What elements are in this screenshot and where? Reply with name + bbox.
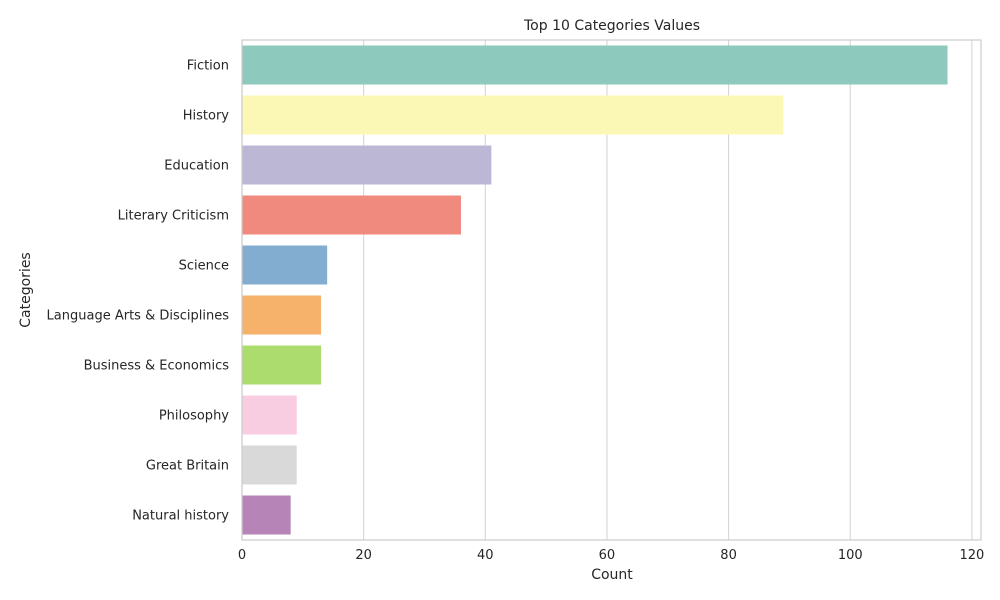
- y-tick-label: Education: [164, 159, 229, 174]
- plot-frame: [241, 39, 982, 541]
- x-tick-label: 80: [720, 548, 737, 563]
- y-tick-label: Literary Criticism: [118, 209, 229, 224]
- x-tick-label: 40: [477, 548, 494, 563]
- bar: [242, 495, 291, 535]
- bar: [242, 95, 784, 135]
- y-tick-labels: Fiction History Education Literary Criticis…: [47, 59, 230, 524]
- y-tick-label: Science: [179, 259, 229, 274]
- x-tick-label: 0: [238, 548, 246, 563]
- x-axis-title: Count: [591, 567, 633, 583]
- chart-title: Top 10 Categories Values: [523, 18, 700, 34]
- bar: [242, 295, 322, 335]
- x-tick-label: 60: [599, 548, 616, 563]
- y-tick-label: Language Arts & Disciplines: [47, 309, 230, 324]
- bar: [242, 245, 328, 285]
- y-tick-label: Philosophy: [159, 409, 229, 424]
- bar: [242, 145, 492, 185]
- bar: [242, 45, 948, 85]
- y-tick-label: History: [183, 109, 230, 124]
- y-tick-label: Fiction: [187, 59, 229, 74]
- bar: [242, 395, 297, 435]
- x-tick-label: 100: [838, 548, 863, 563]
- bar: [242, 195, 461, 235]
- bar: [242, 345, 322, 385]
- y-axis-title: Categories: [18, 252, 34, 327]
- x-tick-labels: 0 20 40 60 80 100 120: [238, 548, 984, 563]
- bars: [242, 45, 948, 535]
- bar: [242, 445, 297, 485]
- x-tick-label: 20: [355, 548, 372, 563]
- y-tick-label: Natural history: [132, 509, 229, 524]
- y-tick-label: Great Britain: [146, 459, 229, 474]
- y-tick-label: Business & Economics: [84, 359, 230, 374]
- x-tick-label: 120: [959, 548, 984, 563]
